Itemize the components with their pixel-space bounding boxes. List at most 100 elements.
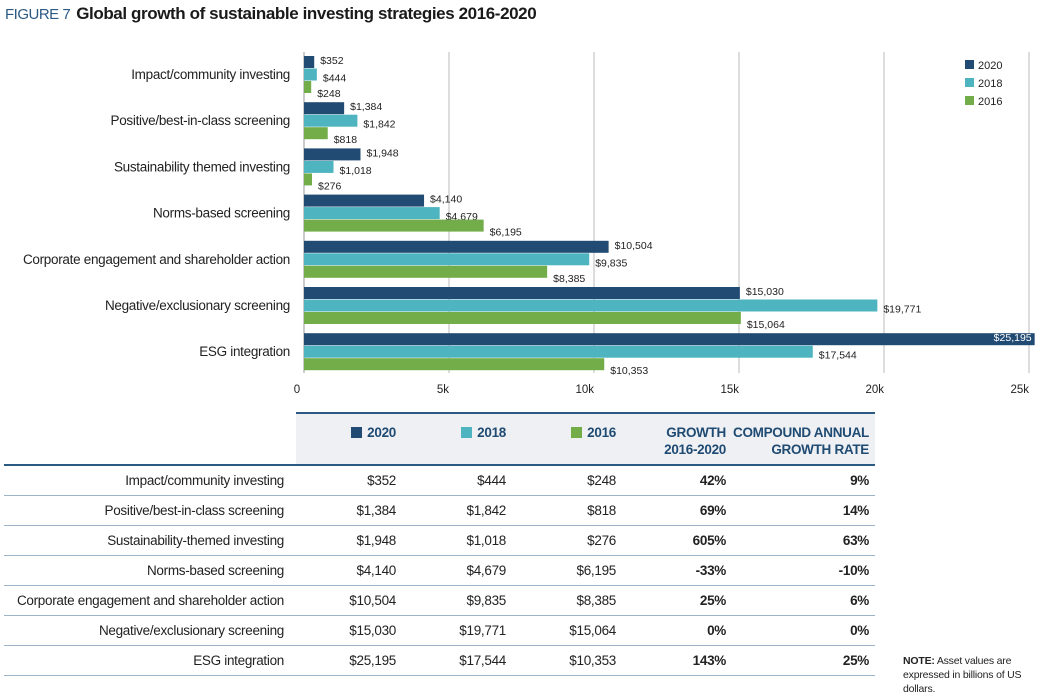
x-tick-label: 20k: [865, 384, 884, 396]
header-2020: 2020: [296, 412, 402, 466]
legend-swatch-2018: [965, 78, 974, 87]
cell: -10%: [732, 555, 875, 586]
cell: $10,504: [296, 585, 402, 616]
data-label: $15,030: [746, 286, 784, 298]
bar-2020: [304, 333, 1035, 346]
cell: 14%: [732, 495, 875, 526]
bar-2016: [304, 358, 605, 371]
note: NOTE: Asset values are expressed in bill…: [903, 654, 1048, 693]
table-row: Impact/community investing $352 $444 $248 42…: [4, 465, 875, 496]
cell: 0%: [732, 615, 875, 646]
row-label: Sustainability-themed investing: [4, 525, 296, 556]
swatch-2020: [351, 427, 363, 438]
cell: 63%: [732, 525, 875, 556]
x-tick-label: 5k: [437, 384, 449, 396]
bar-2018: [304, 114, 358, 127]
cell: $4,140: [296, 555, 402, 586]
chart-title: Global growth of sustainable investing s…: [76, 4, 537, 23]
category-label: Corporate engagement and shareholder act…: [23, 252, 290, 267]
data-label: $444: [323, 73, 347, 85]
x-tick-label: 25k: [1010, 384, 1029, 396]
bar-2016: [304, 81, 312, 93]
header-2016: 2016: [512, 412, 622, 466]
cell: $8,385: [512, 585, 622, 616]
cell: $15,064: [512, 615, 622, 646]
bar-2020: [304, 148, 361, 161]
category-label: Sustainability themed investing: [114, 159, 290, 174]
cell: $15,030: [296, 615, 402, 646]
cell: 6%: [732, 585, 875, 616]
data-label: $17,544: [819, 350, 857, 362]
cell: $1,384: [296, 495, 402, 526]
data-label: $248: [317, 88, 341, 100]
x-tick-label: 10k: [575, 384, 594, 396]
bar-2020: [304, 287, 740, 299]
data-label: $1,384: [350, 101, 382, 113]
bar-2018: [304, 68, 317, 81]
cell: 25%: [732, 645, 875, 676]
bar-2016: [304, 219, 484, 232]
cell: $444: [402, 465, 512, 496]
cell: $276: [512, 525, 622, 556]
cell: $818: [512, 495, 622, 526]
cell: $352: [296, 465, 402, 496]
cell: 0%: [622, 615, 732, 646]
data-label: $276: [318, 180, 342, 192]
table-row: Positive/best-in-class screening $1,384 $1…: [4, 495, 875, 526]
bar-2018: [304, 345, 813, 358]
figure-label: FIGURE 7: [5, 6, 71, 23]
data-label: $15,064: [747, 319, 785, 331]
row-label: Positive/best-in-class screening: [4, 495, 296, 526]
cell: 9%: [732, 465, 875, 496]
data-label: $818: [334, 134, 358, 146]
cell: $1,842: [402, 495, 512, 526]
data-label: $25,195: [994, 332, 1032, 344]
table-row: Norms-based screening $4,140 $4,679 $6,195-…: [4, 555, 875, 586]
legend-label: 2018: [978, 78, 1002, 90]
data-label: $10,353: [610, 365, 648, 377]
header-label: 2018: [477, 425, 506, 440]
cell: $6,195: [512, 555, 622, 586]
table-row: Negative/exclusionary screening $15,030 $1…: [4, 615, 875, 646]
header-label: 2020: [367, 425, 396, 440]
note-text: Asset values are expressed in billions o…: [903, 655, 1022, 693]
cell: $17,544: [402, 645, 512, 676]
cell: $10,353: [512, 645, 622, 676]
header-cagr: COMPOUND ANNUAL GROWTH RATE: [732, 412, 875, 466]
x-tick-label: 0: [294, 384, 300, 396]
header-growth: GROWTH 2016-2020: [622, 412, 732, 466]
category-label: Norms-based screening: [153, 206, 290, 221]
cell: 605%: [622, 525, 732, 556]
category-label: Impact/community investing: [131, 67, 290, 82]
cell: $1,948: [296, 525, 402, 556]
swatch-2018: [461, 427, 473, 438]
bar-2018: [304, 253, 590, 266]
cell: 42%: [622, 465, 732, 496]
bar-2020: [304, 240, 609, 253]
bar-2016: [304, 312, 741, 324]
row-label: Negative/exclusionary screening: [4, 615, 296, 646]
legend-label: 2016: [978, 96, 1002, 108]
category-label: Positive/best-in-class screening: [111, 113, 290, 128]
bar-2020: [304, 56, 315, 68]
bar-2018: [304, 207, 440, 220]
cell: -33%: [622, 555, 732, 586]
header-2018: 2018: [402, 412, 512, 466]
row-label: Corporate engagement and shareholder act…: [4, 585, 296, 616]
data-label: $8,385: [553, 273, 585, 285]
data-label: $352: [320, 55, 344, 67]
header-blank: [4, 413, 296, 466]
bar-2020: [304, 194, 425, 207]
x-tick-label: 15k: [720, 384, 739, 396]
table-row: Corporate engagement and shareholder act…: [4, 585, 875, 616]
bar-2016: [304, 127, 328, 140]
bar-2018: [304, 299, 878, 312]
legend-swatch-2016: [965, 96, 974, 105]
cell: 25%: [622, 585, 732, 616]
data-label: $10,504: [615, 240, 653, 252]
cell: $248: [512, 465, 622, 496]
bar-2018: [304, 160, 334, 173]
header-label: COMPOUND ANNUAL GROWTH RATE: [733, 425, 869, 457]
header-label: GROWTH 2016-2020: [664, 425, 726, 457]
